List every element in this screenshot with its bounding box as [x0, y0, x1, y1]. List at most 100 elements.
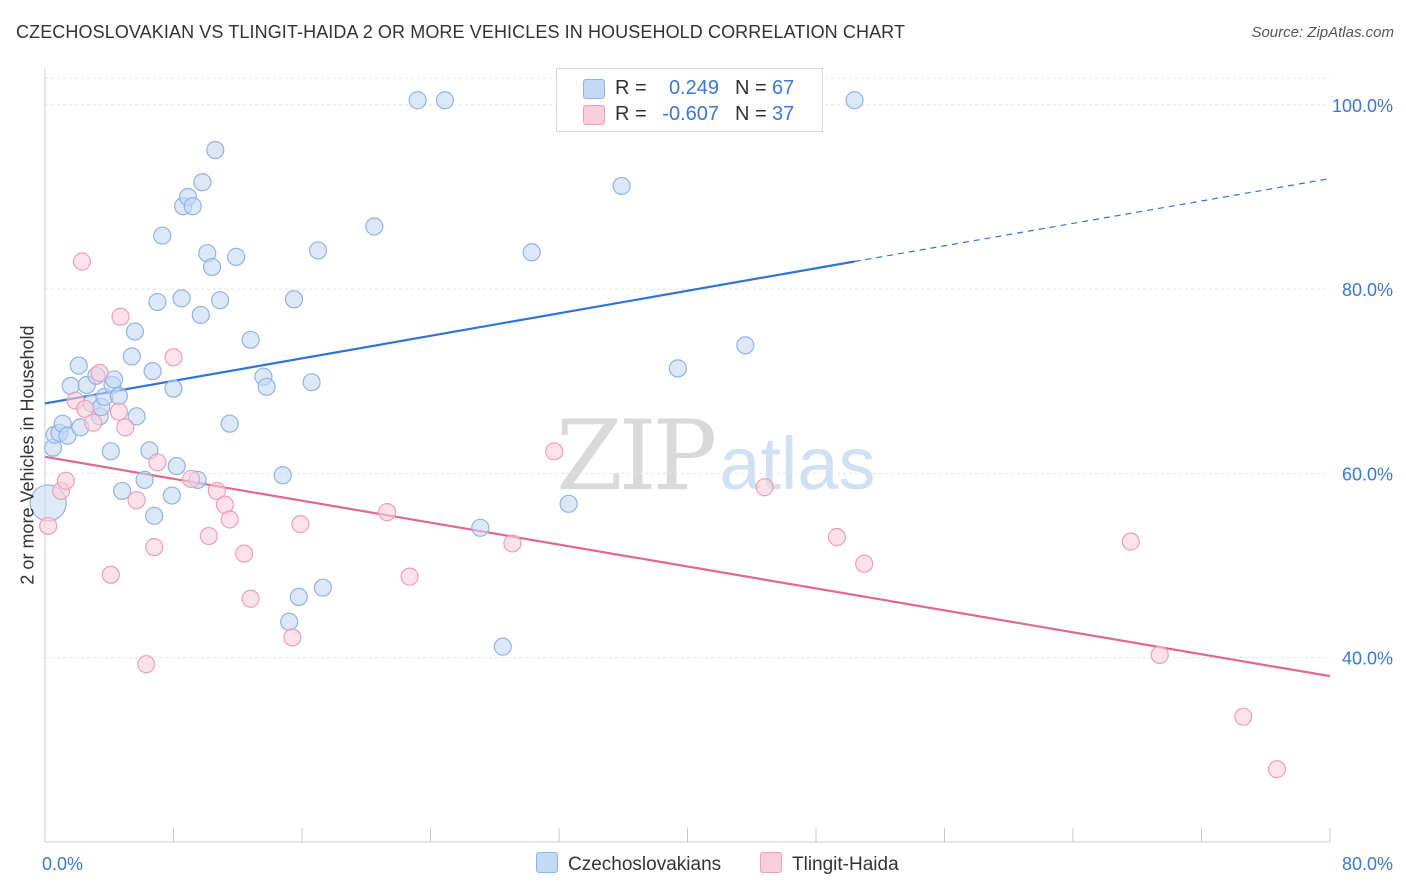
- point-czechoslovakians: [559, 494, 578, 513]
- axes: [44, 68, 1331, 843]
- y-tick-label: 40.0%: [1342, 649, 1393, 669]
- legend-label: Tlingit-Haida: [792, 854, 899, 875]
- point-tlingit-haida: [84, 413, 103, 432]
- point-tlingit-haida: [111, 307, 130, 326]
- point-czechoslovakians: [145, 506, 164, 525]
- legend-item-tlingit-haida: Tlingit-Haida: [760, 852, 899, 876]
- point-tlingit-haida: [116, 418, 135, 437]
- point-tlingit-haida: [101, 565, 120, 584]
- point-tlingit-haida: [291, 515, 310, 534]
- point-tlingit-haida: [1121, 532, 1140, 551]
- point-tlingit-haida: [109, 402, 128, 421]
- point-tlingit-haida: [145, 538, 164, 557]
- y-tick-label: 80.0%: [1342, 280, 1393, 300]
- point-tlingit-haida: [1234, 707, 1253, 726]
- point-czechoslovakians: [220, 414, 239, 433]
- trend-lines: [44, 177, 1331, 678]
- point-czechoslovakians: [210, 291, 230, 310]
- point-czechoslovakians: [112, 481, 132, 501]
- point-czechoslovakians: [172, 289, 191, 308]
- point-czechoslovakians: [736, 336, 755, 355]
- point-tlingit-haida: [148, 453, 167, 472]
- trend-line-tlingit-haida: [44, 455, 1331, 678]
- point-czechoslovakians: [58, 426, 77, 445]
- point-czechoslovakians: [435, 91, 455, 110]
- point-czechoslovakians: [493, 637, 512, 656]
- n-label: N =: [735, 103, 767, 125]
- point-czechoslovakians: [183, 197, 202, 216]
- point-tlingit-haida: [127, 491, 146, 510]
- point-czechoslovakians: [308, 241, 328, 260]
- point-tlingit-haida: [855, 554, 874, 573]
- point-czechoslovakians: [127, 407, 146, 426]
- point-czechoslovakians: [135, 470, 154, 489]
- trend-line-czechoslovakians: [44, 260, 855, 405]
- point-czechoslovakians: [191, 305, 210, 325]
- point-czechoslovakians: [69, 356, 88, 375]
- watermark: ZIPatlas: [556, 400, 876, 512]
- point-tlingit-haida: [182, 469, 201, 489]
- point-czechoslovakians: [164, 379, 183, 398]
- point-czechoslovakians: [612, 176, 631, 196]
- point-czechoslovakians: [227, 247, 246, 266]
- point-czechoslovakians: [109, 386, 128, 406]
- point-czechoslovakians: [289, 587, 308, 607]
- point-czechoslovakians: [280, 612, 299, 631]
- watermark-atlas: atlas: [719, 422, 876, 505]
- point-tlingit-haida: [90, 363, 109, 383]
- legend-swatch-pink: [583, 105, 605, 125]
- point-tlingit-haida: [76, 399, 95, 419]
- x-tick-label: 80.0%: [1342, 854, 1393, 874]
- correlation-legend: R = 0.249 N = 67 R = -0.607 N = 37: [556, 68, 823, 132]
- r-value: -0.607: [662, 103, 719, 125]
- y-tick-label: 60.0%: [1342, 464, 1393, 484]
- point-tlingit-haida: [241, 589, 260, 608]
- point-czechoslovakians: [845, 91, 864, 110]
- point-tlingit-haida: [235, 544, 254, 563]
- point-tlingit-haida: [1267, 760, 1287, 779]
- point-czechoslovakians: [365, 217, 384, 236]
- point-tlingit-haida: [164, 348, 183, 367]
- point-tlingit-haida: [400, 567, 419, 586]
- legend-row-czechoslovakians: R = 0.249 N = 67: [557, 75, 822, 103]
- tick-labels: 40.0% 60.0% 80.0% 100.0% 0.0% 80.0%: [42, 96, 1393, 874]
- n-value: 37: [772, 103, 795, 125]
- trend-line-czechoslovakians-extension: [854, 177, 1331, 263]
- point-tlingit-haida: [545, 442, 564, 461]
- data-points: [29, 91, 1287, 779]
- point-czechoslovakians: [143, 362, 162, 381]
- legend-swatch-blue: [536, 852, 558, 873]
- watermark-zip: ZIP: [556, 400, 717, 512]
- point-czechoslovakians: [471, 518, 490, 537]
- point-tlingit-haida: [39, 516, 58, 536]
- point-czechoslovakians: [101, 442, 120, 461]
- point-czechoslovakians: [408, 91, 427, 110]
- point-czechoslovakians: [522, 243, 541, 262]
- legend-item-czechoslovakians: Czechoslovakians: [536, 852, 721, 876]
- point-czechoslovakians: [202, 257, 222, 277]
- point-czechoslovakians: [302, 373, 321, 392]
- point-tlingit-haida: [207, 481, 226, 501]
- point-tlingit-haida: [72, 252, 92, 271]
- r-label: R =: [615, 77, 647, 99]
- r-value: 0.249: [668, 77, 719, 99]
- point-czechoslovakians: [273, 466, 292, 485]
- point-czechoslovakians: [668, 359, 687, 378]
- point-tlingit-haida: [283, 628, 302, 647]
- y-tick-label: 100.0%: [1332, 96, 1393, 116]
- x-tick-label: 0.0%: [42, 854, 83, 874]
- point-czechoslovakians: [153, 226, 172, 245]
- point-czechoslovakians: [148, 292, 167, 312]
- point-czechoslovakians: [257, 377, 276, 396]
- grid-lines: [45, 77, 1330, 659]
- point-czechoslovakians: [241, 330, 260, 349]
- point-czechoslovakians: [167, 456, 186, 476]
- y-axis-label: 2 or more Vehicles in Household: [17, 325, 38, 585]
- point-tlingit-haida: [378, 503, 397, 522]
- point-czechoslovakians: [125, 322, 145, 341]
- point-tlingit-haida: [199, 526, 218, 546]
- point-tlingit-haida: [137, 655, 156, 674]
- series-legend: Czechoslovakians Tlingit-Haida: [0, 852, 1406, 878]
- n-label: N =: [735, 77, 767, 99]
